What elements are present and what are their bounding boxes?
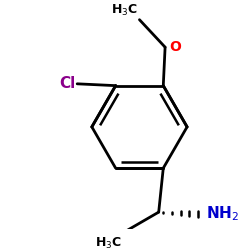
Text: Cl: Cl	[59, 76, 75, 91]
Text: H$_3$C: H$_3$C	[111, 3, 138, 18]
Text: NH$_2$: NH$_2$	[206, 204, 239, 223]
Text: H$_3$C: H$_3$C	[95, 236, 122, 250]
Text: O: O	[169, 40, 181, 54]
